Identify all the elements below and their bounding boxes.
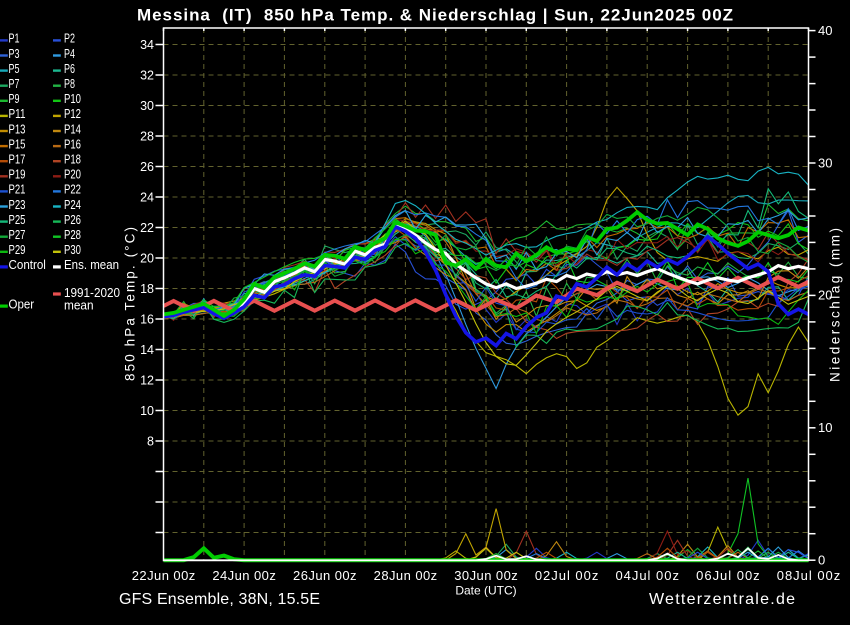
svg-text:P3: P3 <box>9 46 20 61</box>
svg-text:Niederschlag (mm): Niederschlag (mm) <box>828 228 843 382</box>
svg-text:P16: P16 <box>64 136 81 151</box>
svg-text:28Jun 00z: 28Jun 00z <box>374 568 438 583</box>
svg-text:30Jun 00z: 30Jun 00z <box>454 568 518 583</box>
svg-text:P26: P26 <box>64 212 81 227</box>
svg-text:10: 10 <box>140 404 154 418</box>
svg-text:0: 0 <box>818 553 825 568</box>
svg-text:P23: P23 <box>9 197 26 212</box>
svg-text:34: 34 <box>140 38 154 52</box>
svg-text:20: 20 <box>818 288 832 303</box>
svg-text:P2: P2 <box>64 31 75 46</box>
svg-text:P30: P30 <box>64 242 81 257</box>
svg-text:40: 40 <box>818 23 832 38</box>
svg-text:Oper: Oper <box>9 296 35 311</box>
svg-text:P17: P17 <box>9 152 26 167</box>
svg-text:P9: P9 <box>9 91 20 106</box>
svg-text:P11: P11 <box>9 106 26 121</box>
svg-text:Wetterzentrale.de: Wetterzentrale.de <box>649 591 795 608</box>
svg-text:04Jul 00z: 04Jul 00z <box>615 568 679 583</box>
svg-text:Messina (IT) 850 hPa Temp. &: Messina (IT) 850 hPa Temp. & Niederschla… <box>137 6 733 25</box>
svg-text:P8: P8 <box>64 76 75 91</box>
svg-text:8: 8 <box>147 434 154 448</box>
svg-text:06Jul 00z: 06Jul 00z <box>696 568 760 583</box>
svg-text:Control: Control <box>9 257 46 272</box>
svg-text:26Jun 00z: 26Jun 00z <box>293 568 357 583</box>
svg-text:02Jul 00z: 02Jul 00z <box>535 568 599 583</box>
svg-text:16: 16 <box>140 312 154 326</box>
svg-text:12: 12 <box>140 373 154 387</box>
svg-text:P6: P6 <box>64 61 75 76</box>
svg-text:24: 24 <box>140 190 154 204</box>
svg-text:P29: P29 <box>9 242 26 257</box>
svg-text:08Jul 00z: 08Jul 00z <box>777 568 841 583</box>
svg-text:P15: P15 <box>9 136 26 151</box>
svg-text:P4: P4 <box>64 46 75 61</box>
svg-text:32: 32 <box>140 68 154 82</box>
svg-text:P19: P19 <box>9 167 26 182</box>
svg-text:Ens. mean: Ens. mean <box>64 257 119 272</box>
svg-text:P27: P27 <box>9 227 26 242</box>
svg-text:22: 22 <box>140 221 154 235</box>
svg-text:P10: P10 <box>64 91 81 106</box>
svg-text:1991-2020: 1991-2020 <box>64 285 120 300</box>
svg-text:26: 26 <box>140 160 154 174</box>
svg-text:P21: P21 <box>9 182 26 197</box>
svg-text:850 hPa Temp. (°C): 850 hPa Temp. (°C) <box>123 227 138 381</box>
svg-text:18: 18 <box>140 282 154 296</box>
svg-text:10: 10 <box>818 420 832 435</box>
svg-text:22Jun 00z: 22Jun 00z <box>132 568 196 583</box>
svg-text:P1: P1 <box>9 31 20 46</box>
svg-text:GFS Ensemble, 38N, 15.5E: GFS Ensemble, 38N, 15.5E <box>119 591 320 608</box>
svg-text:P7: P7 <box>9 76 20 91</box>
svg-text:P22: P22 <box>64 182 81 197</box>
svg-text:P13: P13 <box>9 121 26 136</box>
svg-text:P14: P14 <box>64 121 81 136</box>
svg-text:P25: P25 <box>9 212 26 227</box>
svg-text:P28: P28 <box>64 227 81 242</box>
svg-text:P20: P20 <box>64 167 81 182</box>
svg-text:14: 14 <box>140 343 154 357</box>
svg-text:30: 30 <box>140 99 154 113</box>
svg-text:24Jun 00z: 24Jun 00z <box>212 568 276 583</box>
svg-text:Date (UTC): Date (UTC) <box>455 584 516 598</box>
svg-text:P12: P12 <box>64 106 81 121</box>
svg-text:30: 30 <box>818 155 832 170</box>
svg-text:P18: P18 <box>64 152 81 167</box>
svg-text:P5: P5 <box>9 61 20 76</box>
svg-text:mean: mean <box>64 298 94 313</box>
svg-text:20: 20 <box>140 251 154 265</box>
svg-text:P24: P24 <box>64 197 81 212</box>
svg-text:28: 28 <box>140 129 154 143</box>
